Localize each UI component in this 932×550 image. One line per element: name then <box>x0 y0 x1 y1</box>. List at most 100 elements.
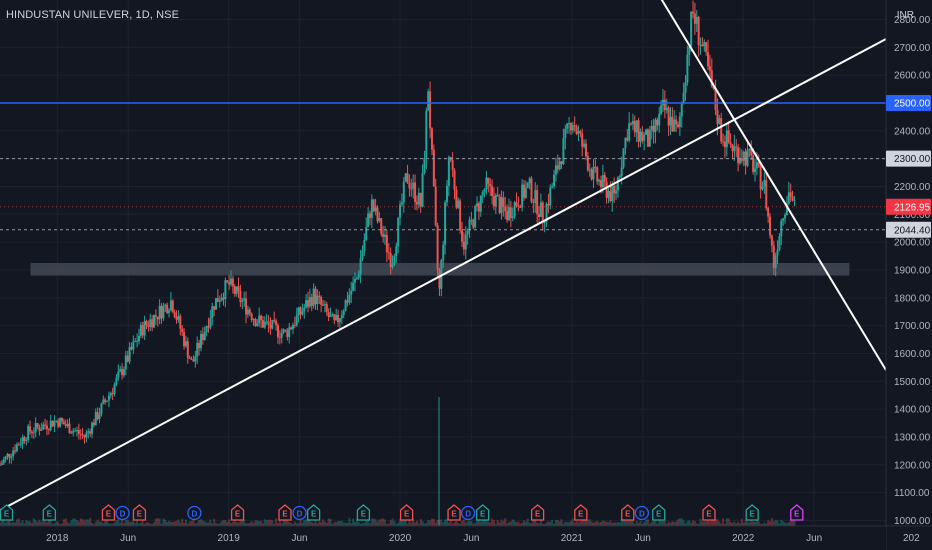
price-axis[interactable]: 1000.00 1100.00 1200.00 1300.00 1400.00 1500.… <box>885 0 932 550</box>
volume-bar <box>690 522 693 526</box>
volume-bar <box>344 522 347 526</box>
volume-bar <box>275 518 278 526</box>
event-marker-shape <box>230 504 245 521</box>
candle-body <box>577 131 580 134</box>
candle-body <box>417 192 420 205</box>
candle-body <box>329 315 332 317</box>
candle-body <box>697 16 700 46</box>
candle-body <box>275 320 278 325</box>
candle-body <box>778 236 781 251</box>
volume-bar <box>491 518 494 526</box>
volume-bar <box>77 521 80 526</box>
price-tick-label: 2600.00 <box>894 71 931 82</box>
volume-bar <box>586 519 589 526</box>
volume-bar <box>524 521 527 526</box>
volume-bar <box>269 519 272 526</box>
candle-body <box>609 191 612 202</box>
candle-body <box>599 180 602 188</box>
candle-body <box>564 128 567 139</box>
candle-body <box>692 11 695 14</box>
candle-body <box>162 305 165 319</box>
volume-bar <box>117 518 120 526</box>
volume-bar <box>720 523 723 526</box>
earnings-event-icon: E <box>42 504 56 521</box>
volume-bar <box>241 519 244 526</box>
volume-bar <box>556 519 559 526</box>
candle-body <box>186 341 189 358</box>
volume-bar <box>91 522 94 526</box>
candle-body <box>27 426 30 440</box>
candle-body <box>179 315 182 329</box>
event-letter: E <box>235 510 241 519</box>
candle-body <box>342 311 345 315</box>
candle-body <box>168 310 171 314</box>
candle-body <box>117 371 120 378</box>
candle-body <box>573 125 576 127</box>
volume-bar <box>754 521 757 526</box>
candle-body <box>201 333 204 340</box>
candle-body <box>545 203 548 222</box>
candle-body <box>128 347 131 362</box>
candle-body <box>258 315 261 324</box>
volume-bar <box>301 522 304 526</box>
volume-bar <box>571 518 574 526</box>
candle-body <box>498 196 501 214</box>
volume-bar <box>109 523 112 526</box>
candle-body <box>115 377 118 385</box>
candle-body <box>663 99 666 111</box>
candle-body <box>228 282 231 285</box>
symbol-title: HINDUSTAN UNILEVER, 1D, NSE <box>6 9 180 21</box>
candle-body <box>340 314 343 319</box>
volume-bar <box>121 518 124 526</box>
candle-body <box>432 149 435 187</box>
volume-bar <box>310 521 313 526</box>
volume-bar <box>560 519 563 526</box>
volume-bar <box>325 522 328 526</box>
volume-bar <box>19 522 22 526</box>
candle-body <box>581 133 584 147</box>
candle-body <box>787 192 790 204</box>
time-axis[interactable]: 2018 Jun 2019 Jun 2020 Jun 2021 Jun 2022 Jun 202 <box>0 525 932 550</box>
volume-bar <box>192 519 195 526</box>
volume-bar <box>532 518 535 526</box>
volume-bar <box>539 518 542 526</box>
volume-bar <box>106 519 109 526</box>
volume-bar <box>218 523 221 526</box>
volume-bar <box>29 521 32 526</box>
volume-bar <box>476 520 479 526</box>
volume-bar <box>755 518 758 526</box>
volume-bar <box>171 522 174 526</box>
candle-body <box>308 297 311 307</box>
volume-bar <box>449 519 452 526</box>
volume-bar <box>759 523 762 526</box>
candle-body <box>267 321 270 325</box>
candle-body <box>583 143 586 147</box>
candle-body <box>94 411 97 426</box>
candle-body <box>171 300 174 313</box>
candle-body <box>695 16 698 24</box>
candle-body <box>645 129 648 135</box>
candle-body <box>500 197 503 214</box>
volume-bar <box>305 519 308 526</box>
candle-body <box>316 295 319 305</box>
candle-body <box>772 245 775 269</box>
candle-body <box>70 432 73 434</box>
volume-bar <box>365 520 368 526</box>
volume-bar <box>459 523 462 526</box>
candle-body <box>333 314 336 321</box>
candle-body <box>707 52 710 67</box>
candle-body <box>254 319 257 327</box>
candle-body <box>376 207 379 222</box>
volume-bar <box>128 521 131 526</box>
volume-bar <box>322 519 325 526</box>
dividend-event-icon: D <box>634 505 649 521</box>
volume-bar <box>757 521 760 526</box>
volume-bar <box>635 520 638 526</box>
volume-bar <box>333 522 336 526</box>
event-marker-shape <box>187 505 202 521</box>
volume-bar <box>126 519 129 526</box>
volume-bar <box>395 523 398 526</box>
candle-body <box>793 200 796 202</box>
